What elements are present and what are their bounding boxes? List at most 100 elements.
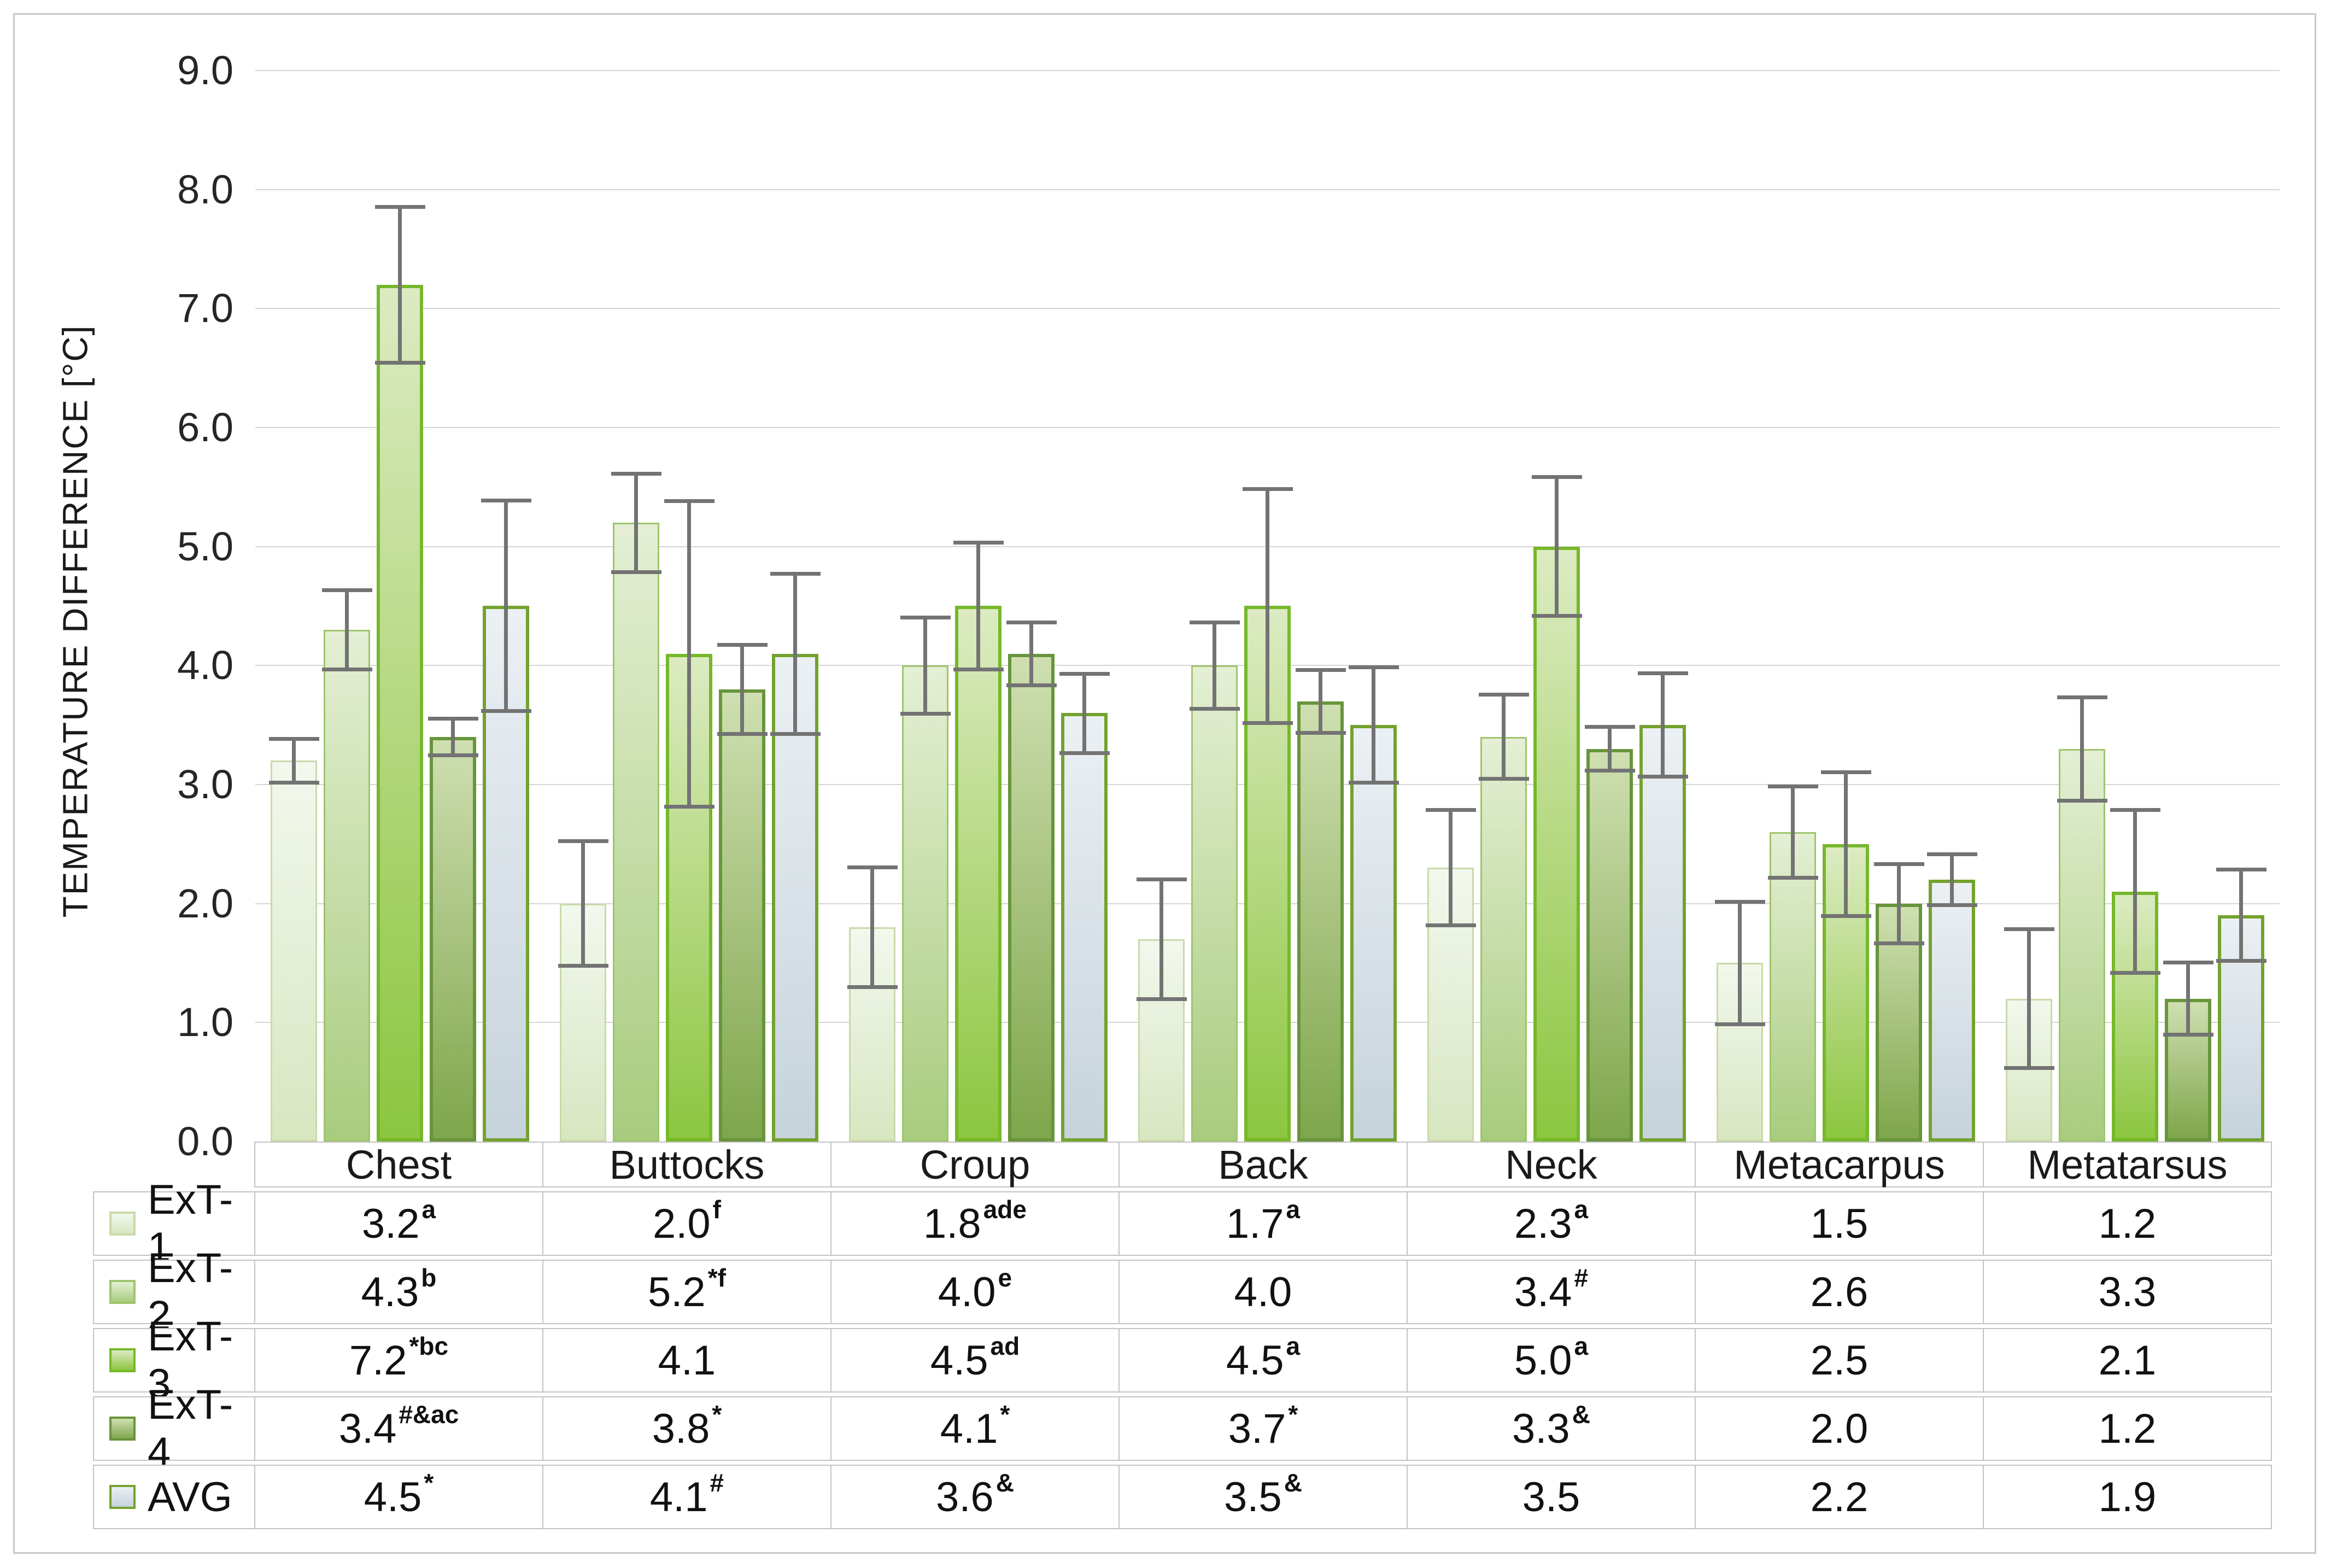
table-value-avg-buttocks: 4.1 # [542, 1465, 831, 1529]
error-bar-line [1661, 671, 1665, 779]
bar-group-chest [255, 71, 544, 1142]
cell-value: 3.7 [1228, 1405, 1286, 1452]
error-bar-cap-top [427, 717, 478, 721]
error-bar-line [345, 588, 349, 671]
cell-value: 2.2 [1810, 1473, 1869, 1520]
cell-value: 3.8 [652, 1405, 710, 1452]
bar-ext-3-croup [955, 606, 1001, 1142]
error-bar-cap-top [1006, 621, 1057, 624]
error-bar-line [923, 616, 927, 716]
table-value-ext-3-chest: 7.2 *bc [254, 1328, 543, 1393]
error-bar-cap-top [1531, 475, 1582, 479]
gridline [255, 189, 2280, 190]
bar-ext-3-metatarsus [2112, 892, 2158, 1142]
legend-swatch-avg [109, 1485, 136, 1509]
cell-value: 4.1 [649, 1473, 708, 1520]
error-bar-line [292, 737, 296, 785]
error-bar-line [1897, 862, 1901, 945]
cell-value: 3.6 [936, 1473, 994, 1520]
error-bar-cap-top [1820, 770, 1871, 774]
bar-avg-back [1350, 725, 1397, 1142]
y-tick-label: 2.0 [177, 880, 233, 926]
cell-value: 1.2 [2098, 1405, 2157, 1452]
error-bar-cap-top [2110, 808, 2160, 812]
table-value-avg-back: 3.5 & [1118, 1465, 1408, 1529]
error-bar-cap-bottom [770, 732, 821, 736]
error-bar-line [504, 499, 508, 713]
table-value-avg-metacarpus: 2.2 [1695, 1465, 1984, 1529]
cell-value: 4.0 [1234, 1268, 1292, 1315]
table-value-ext-4-back: 3.7 * [1118, 1396, 1408, 1461]
cell-value: 4.5 [930, 1337, 988, 1384]
bar-ext-2-chest [324, 630, 370, 1142]
error-bar-cap-bottom [1531, 614, 1582, 618]
error-bar-cap-top [664, 499, 714, 503]
legend-cell-ext-1: ExT-1 [93, 1177, 255, 1271]
table-value-avg-croup: 3.6 & [830, 1465, 1120, 1529]
error-bar-line [976, 541, 980, 671]
cell-value: 4.5 [1226, 1337, 1284, 1384]
legend-swatch-ext-4 [109, 1417, 136, 1441]
table-value-ext-1-back: 1.7 a [1118, 1191, 1408, 1256]
error-bar-line [2239, 868, 2243, 963]
table-value-ext-2-chest: 4.3 b [254, 1260, 543, 1324]
table-value-ext-1-metacarpus: 1.5 [1695, 1191, 1984, 1256]
legend-cell-ext-3: ExT-3 [93, 1313, 255, 1407]
error-bar-cap-top [2216, 868, 2266, 871]
error-bar-cap-bottom [847, 985, 898, 989]
table-header-metacarpus: Metacarpus [1695, 1142, 1984, 1187]
bar-avg-metacarpus [1929, 880, 1975, 1142]
table-value-ext-3-metatarsus: 2.1 [1983, 1328, 2272, 1393]
error-bar-line [398, 205, 402, 365]
bar-ext-4-chest [430, 737, 476, 1142]
legend-cell-ext-4: ExT-4 [93, 1382, 255, 1476]
cell-value: 4.1 [940, 1405, 998, 1452]
error-bar-cap-bottom [1295, 731, 1346, 735]
error-bar-cap-top [1348, 665, 1399, 669]
bar-group-back [1123, 71, 1412, 1142]
table-header-metatarsus: Metatarsus [1983, 1142, 2272, 1187]
error-bar-cap-bottom [558, 964, 608, 968]
table-value-ext-3-metacarpus: 2.5 [1695, 1328, 1984, 1393]
error-bar-ext-3-croup [953, 541, 1004, 671]
bar-ext-2-buttocks [613, 523, 659, 1142]
cell-value: 2.0 [1810, 1405, 1869, 1452]
error-bar-ext-1-chest [268, 737, 319, 785]
error-bar-cap-top [2163, 961, 2213, 964]
error-bar-ext-2-neck [1478, 693, 1529, 781]
cell-value: 3.4 [338, 1405, 397, 1452]
error-bar-ext-2-metacarpus [1767, 785, 1818, 880]
error-bar-cap-bottom [1714, 1022, 1765, 1026]
gridline [255, 308, 2280, 309]
error-bar-cap-top [1425, 808, 1476, 812]
y-tick-label: 9.0 [177, 48, 233, 93]
cell-value: 4.0 [938, 1268, 996, 1315]
error-bar-cap-bottom [2110, 971, 2160, 975]
table-value-ext-3-back: 4.5 a [1118, 1328, 1408, 1393]
error-bar-avg-metatarsus [2216, 868, 2266, 963]
error-bar-cap-bottom [1767, 876, 1818, 880]
table-value-ext-2-metatarsus: 3.3 [1983, 1260, 2272, 1324]
table-value-ext-1-buttocks: 2.0 f [542, 1191, 831, 1256]
data-table: Chest Buttocks Croup Back Neck Metacarpus Meta… [93, 1142, 2280, 1529]
error-bar-line [581, 839, 585, 968]
cell-value: 7.2 [349, 1337, 407, 1384]
error-bar-ext-2-back [1189, 621, 1240, 711]
error-bar-cap-bottom [268, 781, 319, 785]
error-bar-cap-top [268, 737, 319, 741]
error-bar-cap-top [1873, 862, 1924, 866]
table-value-ext-1-neck: 2.3 a [1407, 1191, 1696, 1256]
error-bar-avg-buttocks [770, 572, 821, 736]
error-bar-ext-4-metatarsus [2163, 961, 2213, 1037]
table-value-avg-metatarsus: 1.9 [1983, 1465, 2272, 1529]
error-bar-avg-back [1348, 665, 1399, 785]
error-bar-line [1213, 621, 1216, 711]
table-row-ext-1: ExT-1 3.2 a 2.0 f 1.8 ade 1.7 a 2.3 a 1.5 1.2 [93, 1177, 2280, 1271]
cell-value: 1.2 [2098, 1200, 2157, 1247]
error-bar-ext-4-croup [1006, 621, 1057, 687]
error-bar-line [1372, 665, 1375, 785]
error-bar-line [634, 472, 638, 574]
legend-label-avg: AVG [148, 1473, 232, 1520]
y-tick-label: 6.0 [177, 405, 233, 450]
bar-ext-4-neck [1586, 749, 1633, 1142]
